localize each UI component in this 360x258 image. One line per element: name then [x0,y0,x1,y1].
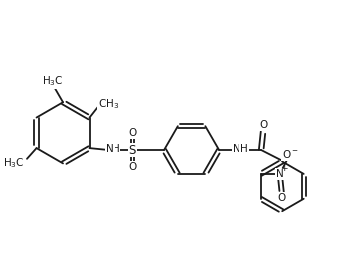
Text: H$_3$C: H$_3$C [3,157,24,170]
Text: O: O [259,120,267,130]
Text: H: H [112,144,120,154]
Text: H$_3$C: H$_3$C [41,74,63,88]
Text: S: S [129,143,136,157]
Text: O$^-$: O$^-$ [282,148,299,160]
Text: O: O [128,128,136,138]
Text: +: + [280,164,287,173]
Text: N: N [276,169,284,179]
Text: O: O [278,193,286,203]
Text: O: O [128,162,136,172]
Text: CH$_3$: CH$_3$ [98,97,119,111]
Text: H: H [240,144,248,154]
Text: N: N [106,144,114,154]
Text: N: N [233,144,241,154]
